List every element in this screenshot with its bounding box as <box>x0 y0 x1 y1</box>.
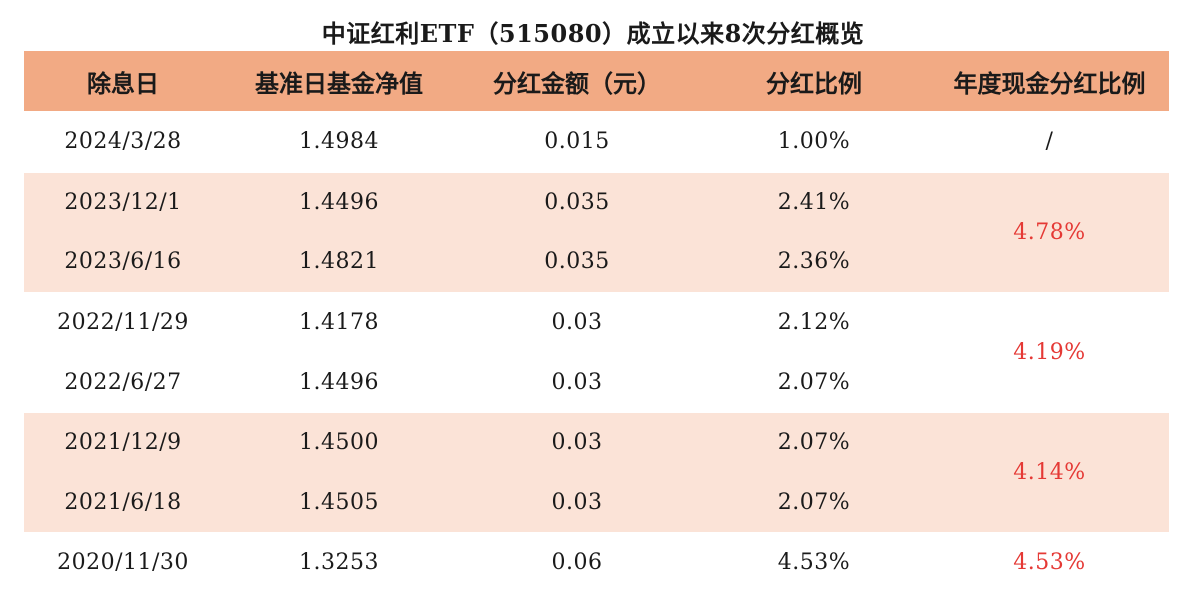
nav-cell: 1.4496 <box>299 369 379 395</box>
ex-dividend-date-cell: 2022/6/27 <box>64 369 182 395</box>
dividend-amount-cell: 0.03 <box>551 430 603 456</box>
annual-ratio-cell: / <box>1045 129 1054 155</box>
ex-dividend-date-cell: 2022/11/29 <box>57 310 189 336</box>
annual-ratio-cell: 4.14% <box>1013 460 1086 486</box>
table-row: 2022/11/29 1.4178 0.03 2.12% <box>24 293 1169 353</box>
nav-cell: 1.4178 <box>299 310 379 336</box>
dividend-ratio-cell: 1.00% <box>777 129 851 155</box>
table-row: 2020/11/30 1.3253 0.06 4.53% <box>24 533 1169 593</box>
ex-dividend-date-cell: 2024/3/28 <box>64 129 182 155</box>
dividend-ratio-cell: 2.12% <box>777 310 851 336</box>
dividend-ratio-cell: 2.36% <box>777 249 851 275</box>
header-dividend-ratio: 分红比例 <box>766 68 862 98</box>
nav-cell: 1.4500 <box>299 430 379 456</box>
row-group: 2024/3/28 1.4984 0.015 1.00% / <box>24 111 1169 172</box>
table-body: 2024/3/28 1.4984 0.015 1.00% / 2023/12/1 1.449… <box>24 111 1169 593</box>
dividend-table: 除息日 基准日基金净值 分红金额（元） 分红比例 年度现金分红比例 2024/3… <box>24 51 1169 593</box>
dividend-ratio-cell: 2.07% <box>777 489 851 515</box>
header-nav: 基准日基金净值 <box>255 68 423 98</box>
table-header: 除息日 基准日基金净值 分红金额（元） 分红比例 年度现金分红比例 <box>24 51 1169 111</box>
dividend-ratio-cell: 2.41% <box>777 189 851 215</box>
header-dividend-amount: 分红金额（元） <box>493 68 661 98</box>
ex-dividend-date-cell: 2023/12/1 <box>64 189 182 215</box>
dividend-ratio-cell: 2.07% <box>777 369 851 395</box>
dividend-amount-cell: 0.035 <box>544 249 610 275</box>
nav-cell: 1.4505 <box>299 489 379 515</box>
ex-dividend-date-cell: 2021/6/18 <box>64 489 182 515</box>
dividend-ratio-cell: 2.07% <box>777 430 851 456</box>
ex-dividend-date-cell: 2023/6/16 <box>64 249 182 275</box>
dividend-amount-cell: 0.035 <box>544 189 610 215</box>
dividend-amount-cell: 0.06 <box>551 550 603 576</box>
table-row: 2024/3/28 1.4984 0.015 1.00% <box>24 112 1169 172</box>
dividend-ratio-cell: 4.53% <box>777 550 851 576</box>
row-group: 2023/12/1 1.4496 0.035 2.41% 2023/6/16 1.4821… <box>24 171 1169 292</box>
row-group: 2021/12/9 1.4500 0.03 2.07% 2021/6/18 1.4505 0… <box>24 411 1169 533</box>
dividend-amount-cell: 0.03 <box>551 369 603 395</box>
nav-cell: 1.4984 <box>299 129 379 155</box>
dividend-amount-cell: 0.015 <box>544 129 610 155</box>
table-row: 2021/6/18 1.4505 0.03 2.07% <box>24 473 1169 533</box>
nav-cell: 1.3253 <box>299 550 379 576</box>
annual-ratio-cell: 4.78% <box>1013 219 1086 245</box>
nav-cell: 1.4821 <box>299 249 379 275</box>
annual-ratio-cell: 4.53% <box>1013 550 1086 576</box>
table-row: 2021/12/9 1.4500 0.03 2.07% <box>24 413 1169 473</box>
nav-cell: 1.4496 <box>299 189 379 215</box>
dividend-amount-cell: 0.03 <box>551 489 603 515</box>
header-ex-dividend-date: 除息日 <box>87 68 159 98</box>
table-row: 2023/12/1 1.4496 0.035 2.41% <box>24 173 1169 233</box>
table-row: 2022/6/27 1.4496 0.03 2.07% <box>24 352 1169 412</box>
row-group: 2020/11/30 1.3253 0.06 4.53% 4.53% <box>24 532 1169 593</box>
header-annual-ratio: 年度现金分红比例 <box>953 68 1146 98</box>
page-title: 中证红利ETF（515080）成立以来8次分红概览 <box>321 19 865 48</box>
table-row: 2023/6/16 1.4821 0.035 2.36% <box>24 232 1169 292</box>
ex-dividend-date-cell: 2020/11/30 <box>57 550 189 576</box>
ex-dividend-date-cell: 2021/12/9 <box>64 430 182 456</box>
row-group: 2022/11/29 1.4178 0.03 2.12% 2022/6/27 1.4496… <box>24 291 1169 412</box>
dividend-amount-cell: 0.03 <box>551 310 603 336</box>
annual-ratio-cell: 4.19% <box>1013 339 1086 365</box>
